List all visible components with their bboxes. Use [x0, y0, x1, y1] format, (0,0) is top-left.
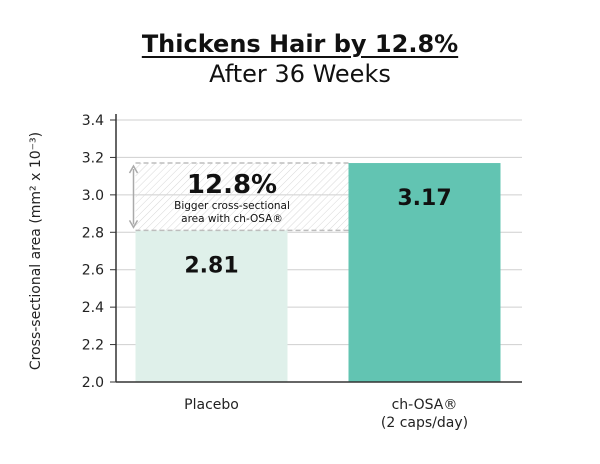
- y-tick-label: 2.6: [82, 263, 104, 279]
- arrow-head-up-icon: [128, 164, 139, 174]
- chart-title: Thickens Hair by 12.8%: [141, 30, 459, 58]
- y-axis-label: Cross-sectional area (mm² x 10⁻³): [28, 132, 44, 370]
- x-category-label: Placebo: [184, 397, 239, 413]
- x-category-label: ch-OSA®: [392, 397, 458, 413]
- chart-subtitle: After 36 Weeks: [209, 60, 391, 88]
- arrow-head-down-icon: [128, 220, 139, 229]
- annotation-line-1: Bigger cross-sectional: [174, 200, 290, 212]
- x-category-label: (2 caps/day): [381, 415, 468, 431]
- y-tick-label: 2.8: [82, 225, 104, 241]
- difference-band: [135, 163, 349, 231]
- y-tick-label: 2.2: [82, 338, 104, 354]
- annotation-headline: 12.8%: [187, 170, 277, 200]
- annotation-line-2: area with ch-OSA®: [181, 213, 283, 225]
- y-tick-label: 3.0: [82, 188, 104, 204]
- y-tick-label: 3.4: [82, 113, 104, 129]
- y-tick-label: 2.0: [82, 375, 104, 391]
- y-tick-label: 3.2: [82, 150, 104, 166]
- value-label: 3.17: [397, 186, 451, 211]
- value-label: 2.81: [184, 253, 238, 278]
- bar-1: [135, 230, 288, 382]
- bar-2: [348, 163, 501, 382]
- y-tick-label: 2.4: [82, 300, 104, 316]
